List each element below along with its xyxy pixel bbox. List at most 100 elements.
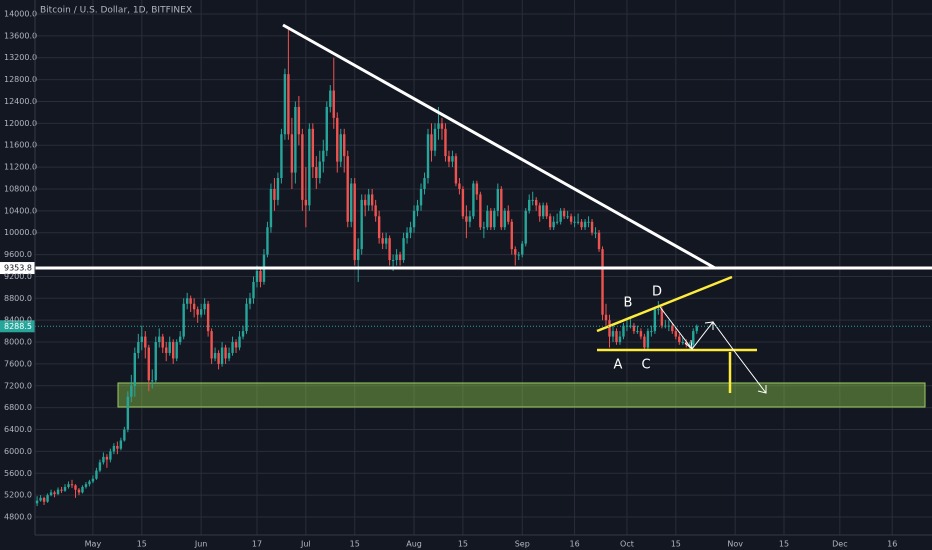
candle-body [447,156,451,162]
x-tick-label: Oct [620,540,634,549]
candle-body [405,232,409,239]
candle-body [576,221,580,223]
candle-body [583,221,587,228]
candle-body [521,243,524,255]
y-tick-label: 9600.0 [4,250,32,259]
candle-body [259,270,262,282]
candle-body [454,156,458,184]
x-tick-label: 17 [252,540,262,549]
candle-body [70,484,74,486]
y-tick-label: 13600.0 [4,31,37,40]
candle-body [151,380,154,382]
candle-body [39,497,42,501]
candle-body [49,492,53,496]
candle-body [269,188,273,228]
candle-body [615,331,618,343]
candle-body [685,342,688,345]
candle-body [287,74,290,135]
candle-body [67,484,70,487]
candle-body [657,309,660,311]
candle-body [451,156,454,162]
x-tick-label: Nov [727,540,743,549]
candle-body [636,331,639,333]
candle-body [238,336,241,348]
candle-body [290,134,294,173]
x-tick-label: 16 [570,540,580,549]
x-tick-label: 15 [671,540,681,549]
candle-body [53,492,56,495]
candle-body [388,238,391,261]
candle-body [535,199,538,206]
candle-body [178,336,182,343]
candle-body [116,445,119,449]
candle-body [402,238,405,261]
candle-body [489,210,493,228]
candle-body [503,210,506,228]
candle-body [430,134,433,151]
y-tick-label: 8400.0 [4,316,32,325]
y-tick-label: 6800.0 [4,403,32,412]
candle-body [339,134,342,162]
candle-body [353,183,356,261]
candle-body [437,123,440,129]
candle-body [611,331,615,337]
candle-body [433,128,437,151]
y-tick-label: 10400.0 [4,206,37,215]
candle-body [444,128,447,157]
candle-body [60,489,63,491]
x-tick-label: 16 [887,540,897,549]
candle-body [252,281,255,299]
candle-body [308,128,311,206]
candle-body [472,183,475,217]
candle-body [42,497,46,502]
candle-body [109,451,112,460]
y-tick-label: 7200.0 [4,381,32,390]
drawings: A B C D [282,23,767,394]
candle-body [639,331,643,337]
arrow-head [757,385,767,394]
candle-body [185,298,189,304]
candle-body [168,342,171,353]
y-tick-label: 6000.0 [4,447,32,456]
candle-body [123,429,126,441]
candle-body [632,325,636,332]
candle-body [678,336,681,343]
candle-body [332,90,335,118]
candle-body [528,199,531,211]
candle-body [74,485,77,490]
candle-body [695,326,698,332]
candle-body [137,342,140,353]
candle-body [374,205,377,217]
candle-body [363,199,367,206]
candle-body [203,303,206,310]
candle-body [56,489,60,495]
y-tick-label: 7600.0 [4,359,32,368]
candle-body [622,325,625,337]
overlay: 8288.5 9353.8 [0,262,932,333]
candle-body [158,336,161,343]
candle-body [590,221,594,233]
candle-body [552,221,555,228]
candle-body [370,194,374,206]
candle-body [580,221,583,228]
candle-body [569,216,573,222]
candle-body [604,314,608,321]
candle-body [95,470,98,479]
support-zone [117,382,926,408]
candle-body [192,303,196,310]
wedge-upper [596,275,733,333]
candle-body [210,331,213,359]
candle-body [35,500,39,504]
candle-body [465,216,468,222]
candle-body [500,188,503,228]
candle-body [555,221,559,223]
candle-body [130,385,133,397]
candle-body [398,254,402,261]
candle-body [322,150,325,162]
horizontal-line-box [0,262,35,275]
candle-body [475,183,479,195]
candle-body [224,347,227,359]
x-tick-label: 15 [779,540,789,549]
y-tick-label: 10000.0 [4,228,37,237]
